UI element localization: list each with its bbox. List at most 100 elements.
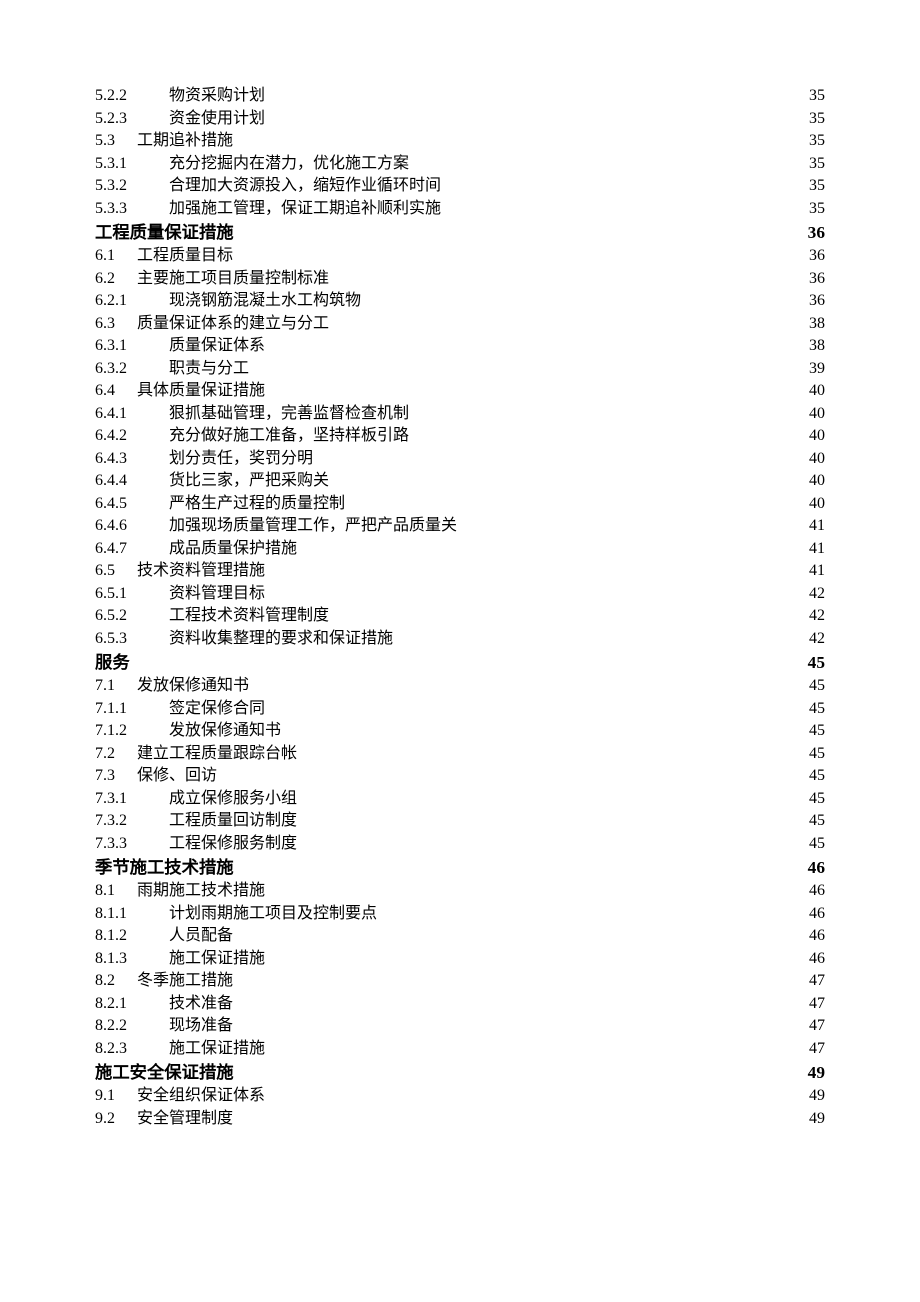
toc-entry: 8.1.1计划雨期施工项目及控制要点46 <box>95 903 825 926</box>
toc-entry: 6.1工程质量目标36 <box>95 245 825 268</box>
toc-entry: 5.3工期追补措施35 <box>95 130 825 153</box>
toc-section-number: 7.3.1 <box>95 788 169 811</box>
toc-page-number: 41 <box>809 515 825 538</box>
toc-section-number: 8.2.2 <box>95 1015 169 1038</box>
toc-page-number: 47 <box>809 1038 825 1061</box>
toc-entry: 5.2.2物资采购计划35 <box>95 85 825 108</box>
toc-label: 发放保修通知书 <box>169 720 281 743</box>
toc-label: 质量保证体系的建立与分工 <box>137 313 329 336</box>
toc-page-number: 35 <box>809 85 825 108</box>
toc-entry: 5.3.2合理加大资源投入，缩短作业循环时间35 <box>95 175 825 198</box>
toc-entry: 7.2建立工程质量跟踪台帐45 <box>95 743 825 766</box>
toc-entry: 7.3.2工程质量回访制度45 <box>95 810 825 833</box>
toc-page-number: 45 <box>809 675 825 698</box>
toc-page-number: 46 <box>809 925 825 948</box>
toc-label: 签定保修合同 <box>169 698 265 721</box>
toc-label: 职责与分工 <box>169 358 249 381</box>
toc-entry: 7.3.1成立保修服务小组45 <box>95 788 825 811</box>
toc-label: 严格生产过程的质量控制 <box>169 493 345 516</box>
toc-page-number: 46 <box>808 855 825 880</box>
toc-page-number: 46 <box>809 903 825 926</box>
toc-entry: 5.3.3加强施工管理，保证工期追补顺利实施35 <box>95 198 825 221</box>
toc-label: 成品质量保护措施 <box>169 538 297 561</box>
toc-page-number: 49 <box>808 1060 825 1085</box>
toc-label: 货比三家，严把采购关 <box>169 470 329 493</box>
toc-page-number: 45 <box>808 650 825 675</box>
toc-section-number: 6.2 <box>95 268 137 291</box>
toc-page-number: 45 <box>809 698 825 721</box>
toc-page-number: 42 <box>809 583 825 606</box>
toc-page-number: 45 <box>809 788 825 811</box>
toc-label: 加强施工管理，保证工期追补顺利实施 <box>169 198 441 221</box>
toc-entry: 8.2.3施工保证措施47 <box>95 1038 825 1061</box>
toc-section-number: 6.5.2 <box>95 605 169 628</box>
toc-label: 充分做好施工准备，坚持样板引路 <box>169 425 409 448</box>
toc-entry: 5.2.3资金使用计划35 <box>95 108 825 131</box>
toc-entry: 8.2.2现场准备47 <box>95 1015 825 1038</box>
toc-section-number: 7.1 <box>95 675 137 698</box>
toc-page-number: 45 <box>809 720 825 743</box>
toc-entry: 6.3.2职责与分工39 <box>95 358 825 381</box>
toc-page-number: 49 <box>809 1085 825 1108</box>
toc-page-number: 40 <box>809 448 825 471</box>
toc-page-number: 40 <box>809 493 825 516</box>
toc-label: 技术资料管理措施 <box>137 560 265 583</box>
toc-label: 施工安全保证措施 <box>95 1060 234 1085</box>
toc-label: 技术准备 <box>169 993 233 1016</box>
toc-entry: 6.4具体质量保证措施40 <box>95 380 825 403</box>
toc-entry: 9.2安全管理制度49 <box>95 1108 825 1131</box>
toc-label: 施工保证措施 <box>169 948 265 971</box>
toc-label: 施工保证措施 <box>169 1038 265 1061</box>
toc-page-number: 42 <box>809 605 825 628</box>
toc-page-number: 38 <box>809 313 825 336</box>
toc-label: 安全管理制度 <box>137 1108 233 1131</box>
toc-page-number: 45 <box>809 833 825 856</box>
toc-section-number: 7.3.3 <box>95 833 169 856</box>
toc-entry: 6.4.4货比三家，严把采购关40 <box>95 470 825 493</box>
toc-entry: 8.2.1技术准备47 <box>95 993 825 1016</box>
toc-label: 保修、回访 <box>137 765 217 788</box>
toc-section-number: 6.4.5 <box>95 493 169 516</box>
toc-page-number: 40 <box>809 380 825 403</box>
toc-label: 现场准备 <box>169 1015 233 1038</box>
toc-section-number: 6.2.1 <box>95 290 169 313</box>
toc-entry: 6.5技术资料管理措施41 <box>95 560 825 583</box>
toc-section-number: 7.3 <box>95 765 137 788</box>
toc-page-number: 41 <box>809 538 825 561</box>
toc-label: 季节施工技术措施 <box>95 855 234 880</box>
toc-entry: 7.3保修、回访45 <box>95 765 825 788</box>
toc-label: 充分挖掘内在潜力，优化施工方案 <box>169 153 409 176</box>
toc-section-number: 6.4.1 <box>95 403 169 426</box>
toc-entry: 8.1.2人员配备46 <box>95 925 825 948</box>
toc-page-number: 38 <box>809 335 825 358</box>
toc-label: 物资采购计划 <box>169 85 265 108</box>
toc-page-number: 40 <box>809 470 825 493</box>
toc-entry: 9.1安全组织保证体系49 <box>95 1085 825 1108</box>
toc-section-number: 5.3.2 <box>95 175 169 198</box>
toc-entry: 6.4.1狠抓基础管理，完善监督检查机制40 <box>95 403 825 426</box>
toc-section-number: 8.2 <box>95 970 137 993</box>
toc-label: 雨期施工技术措施 <box>137 880 265 903</box>
toc-section-number: 5.3 <box>95 130 137 153</box>
toc-label: 安全组织保证体系 <box>137 1085 265 1108</box>
toc-section-number: 6.3.2 <box>95 358 169 381</box>
toc-entry: 6.4.5严格生产过程的质量控制 40 <box>95 493 825 516</box>
toc-entry: 5.3.1充分挖掘内在潜力，优化施工方案 35 <box>95 153 825 176</box>
toc-section-number: 6.3 <box>95 313 137 336</box>
toc-label: 质量保证体系 <box>169 335 265 358</box>
toc-page-number: 42 <box>809 628 825 651</box>
toc-page-number: 35 <box>809 130 825 153</box>
toc-section-number: 6.5 <box>95 560 137 583</box>
toc-label: 人员配备 <box>169 925 233 948</box>
toc-section-number: 6.4.2 <box>95 425 169 448</box>
toc-label: 发放保修通知书 <box>137 675 249 698</box>
toc-label: 工程技术资料管理制度 <box>169 605 329 628</box>
toc-entry: 6.5.3资料收集整理的要求和保证措施42 <box>95 628 825 651</box>
toc-section-number: 5.3.1 <box>95 153 169 176</box>
toc-section-number: 7.2 <box>95 743 137 766</box>
toc-entry: 6.3质量保证体系的建立与分工 38 <box>95 313 825 336</box>
toc-section-number: 7.1.1 <box>95 698 169 721</box>
toc-page-number: 46 <box>809 948 825 971</box>
toc-page-number: 35 <box>809 153 825 176</box>
toc-section-number: 9.2 <box>95 1108 137 1131</box>
